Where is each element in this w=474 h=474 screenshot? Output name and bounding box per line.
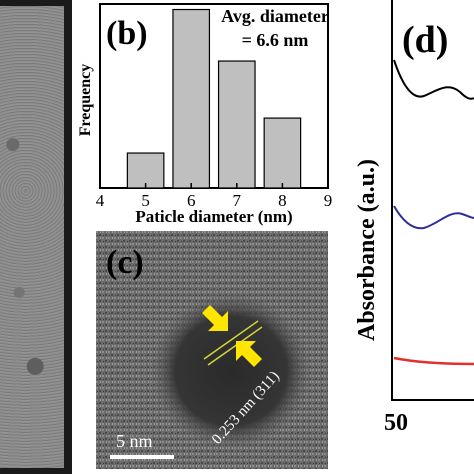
- absorbance-panel-d: (d) 250: [384, 0, 474, 436]
- panel-label-d: (d): [402, 19, 448, 61]
- tem-image-panel-a: [0, 0, 72, 474]
- hrtem-image-panel-c: (c) 0.253 nm (311) 5 nm: [96, 231, 328, 469]
- plot-frame-d: [391, 0, 474, 401]
- avg-diameter-line2: = 6.6 nm: [242, 30, 309, 50]
- spectrum-series-red: [393, 356, 474, 366]
- absorbance-ylabel-wrap: Absorbance (a.u.): [354, 159, 380, 341]
- spectrum-series-black: [393, 59, 474, 100]
- lattice-line-1: [203, 320, 259, 360]
- x-tick-label-8: 8: [278, 191, 287, 210]
- x-tick-250: 250: [384, 410, 408, 436]
- panel-label-b: (b): [106, 15, 148, 52]
- histogram-panel-b: 4 5 6 7 8 9 (b) Avg. diameter = 6.6 nm Freque…: [78, 3, 333, 226]
- x-tick-label-9: 9: [324, 191, 333, 210]
- tem-micrograph: [0, 6, 64, 468]
- spectrum-series-blue: [393, 205, 474, 230]
- histogram-bar-5: [126, 152, 165, 189]
- avg-diameter-line1: Avg. diameter: [221, 6, 329, 26]
- x-ticks-group: 4 5 6 7 8 9: [96, 183, 333, 210]
- yellow-arrow-lower: [236, 341, 262, 367]
- nanoparticle: [151, 293, 311, 449]
- histogram-bar-8: [263, 117, 302, 189]
- y-axis-label: Frequency: [78, 64, 94, 137]
- lattice-line-2: [207, 326, 263, 366]
- y-axis-label-d: Absorbance (a.u.): [354, 159, 380, 341]
- x-tick-label-7: 7: [233, 191, 242, 210]
- scale-bar-label: 5 nm: [116, 431, 153, 451]
- x-tick-label-6: 6: [187, 191, 196, 210]
- plot-frame: [99, 3, 329, 189]
- x-tick-label-5: 5: [141, 191, 150, 210]
- histogram-bar-6: [172, 8, 211, 189]
- histogram-bar-7: [217, 60, 256, 189]
- yellow-arrow-upper: [202, 305, 228, 331]
- bars-group: [126, 8, 302, 189]
- panel-label-c: (c): [106, 244, 144, 281]
- x-tick-label-4: 4: [96, 191, 105, 210]
- x-axis-label: Paticle diameter (nm): [135, 207, 292, 226]
